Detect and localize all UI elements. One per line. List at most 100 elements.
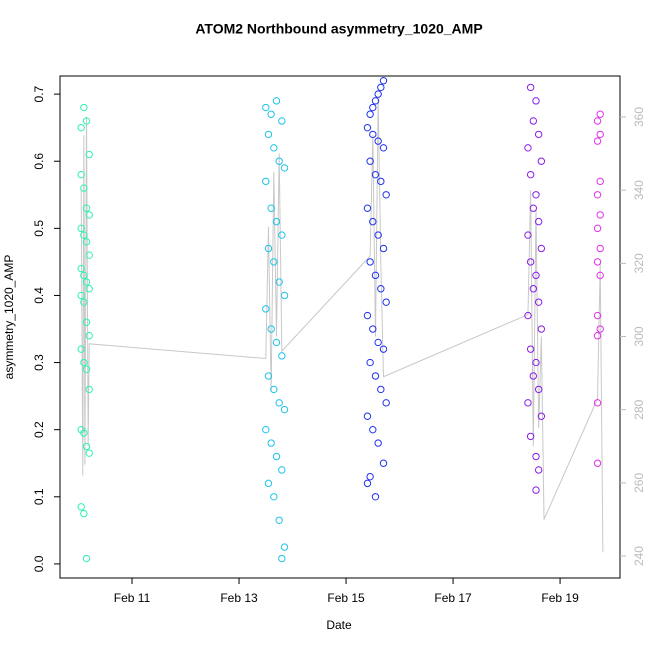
- point: [264, 479, 273, 488]
- point: [275, 516, 283, 524]
- point: [85, 385, 93, 394]
- point: [526, 432, 535, 441]
- point: [272, 97, 281, 105]
- point: [377, 385, 385, 394]
- point: [529, 372, 538, 380]
- point: [264, 244, 273, 253]
- point: [77, 224, 85, 233]
- point: [280, 543, 289, 551]
- y2-tick-label: 300: [632, 326, 646, 346]
- plot-frame: [59, 75, 621, 579]
- point: [369, 217, 377, 226]
- point: [80, 298, 88, 306]
- point: [82, 318, 91, 327]
- point: [593, 137, 602, 145]
- point: [366, 472, 374, 481]
- point: [80, 509, 88, 518]
- point: [262, 177, 270, 186]
- point: [363, 311, 372, 320]
- point: [363, 479, 372, 488]
- point: [382, 191, 390, 199]
- point: [82, 117, 91, 125]
- point: [280, 164, 289, 172]
- y2-tick-label: 340: [632, 180, 646, 200]
- point: [526, 170, 535, 179]
- point: [278, 554, 286, 563]
- line-series: [80, 98, 604, 553]
- point: [593, 399, 602, 407]
- point: [262, 103, 270, 112]
- point: [77, 123, 85, 132]
- x-tick-label: Feb 13: [220, 591, 258, 605]
- point: [267, 204, 275, 212]
- point: [379, 76, 388, 85]
- point: [369, 103, 377, 112]
- point: [524, 231, 532, 239]
- point: [369, 130, 377, 139]
- point: [596, 177, 604, 186]
- point: [532, 271, 540, 280]
- y-axis-label: asymmetry_1020_AMP: [2, 255, 16, 380]
- point: [363, 204, 372, 212]
- point: [270, 144, 278, 152]
- point: [537, 157, 546, 165]
- y-tick-label: 0.6: [32, 153, 46, 170]
- y2-tick-label: 260: [632, 473, 646, 493]
- point: [529, 204, 538, 212]
- point: [82, 442, 91, 451]
- point: [363, 123, 372, 132]
- point: [596, 244, 604, 253]
- point: [275, 399, 283, 407]
- y-tick-label: 0.3: [32, 354, 46, 371]
- point: [85, 332, 93, 340]
- point: [526, 83, 535, 92]
- point: [593, 191, 602, 199]
- point: [270, 385, 278, 394]
- point: [593, 332, 602, 340]
- point: [524, 399, 532, 407]
- x-tick-label: Feb 19: [541, 591, 579, 605]
- point: [369, 325, 377, 333]
- point: [270, 493, 278, 501]
- point: [374, 90, 382, 98]
- point: [363, 412, 372, 420]
- point: [377, 83, 385, 92]
- point: [77, 345, 85, 353]
- y2-tick-label: 360: [632, 107, 646, 127]
- point: [80, 231, 88, 239]
- point: [272, 338, 281, 347]
- point: [596, 110, 604, 118]
- point: [80, 271, 88, 280]
- point: [82, 204, 91, 212]
- point: [379, 459, 388, 467]
- y-tick-label: 0.0: [32, 555, 46, 572]
- point: [596, 130, 604, 139]
- point: [278, 352, 286, 360]
- point: [532, 452, 540, 461]
- point: [377, 177, 385, 186]
- point: [529, 117, 538, 125]
- point: [537, 244, 546, 253]
- point: [366, 110, 374, 118]
- point: [529, 285, 538, 293]
- point: [524, 144, 532, 152]
- point: [85, 211, 93, 219]
- x-axis-label: Date: [326, 618, 352, 632]
- point: [374, 439, 382, 447]
- point: [534, 385, 543, 394]
- y-tick-label: 0.1: [32, 488, 46, 505]
- y-tick-label: 0.5: [32, 220, 46, 237]
- point: [374, 137, 382, 145]
- point: [280, 291, 289, 300]
- point: [80, 184, 88, 192]
- point: [267, 110, 275, 118]
- point: [80, 429, 88, 437]
- point: [377, 285, 385, 293]
- x-tick-label: Feb 15: [327, 591, 365, 605]
- point: [537, 412, 546, 420]
- point: [80, 358, 88, 367]
- point: [80, 103, 88, 112]
- point: [267, 439, 275, 447]
- point: [532, 358, 540, 367]
